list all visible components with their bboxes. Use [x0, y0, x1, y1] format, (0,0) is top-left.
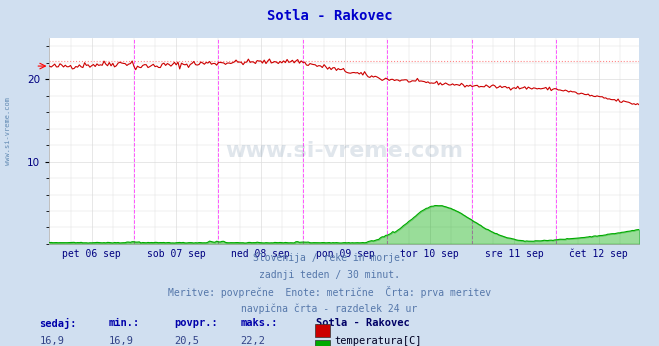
Text: 22,2: 22,2: [241, 336, 266, 346]
Text: navpična črta - razdelek 24 ur: navpična črta - razdelek 24 ur: [241, 303, 418, 313]
Text: Slovenija / reke in morje.: Slovenija / reke in morje.: [253, 253, 406, 263]
Text: 16,9: 16,9: [40, 336, 65, 346]
Text: zadnji teden / 30 minut.: zadnji teden / 30 minut.: [259, 270, 400, 280]
Text: Meritve: povprečne  Enote: metrične  Črta: prva meritev: Meritve: povprečne Enote: metrične Črta:…: [168, 286, 491, 299]
Text: www.si-vreme.com: www.si-vreme.com: [5, 98, 11, 165]
Text: povpr.:: povpr.:: [175, 318, 218, 328]
Text: 20,5: 20,5: [175, 336, 200, 346]
Text: 16,9: 16,9: [109, 336, 134, 346]
Text: Sotla - Rakovec: Sotla - Rakovec: [267, 9, 392, 22]
Text: Sotla - Rakovec: Sotla - Rakovec: [316, 318, 410, 328]
Text: maks.:: maks.:: [241, 318, 278, 328]
Text: www.si-vreme.com: www.si-vreme.com: [225, 141, 463, 161]
Text: sedaj:: sedaj:: [40, 318, 77, 329]
Text: temperatura[C]: temperatura[C]: [335, 336, 422, 346]
Text: min.:: min.:: [109, 318, 140, 328]
